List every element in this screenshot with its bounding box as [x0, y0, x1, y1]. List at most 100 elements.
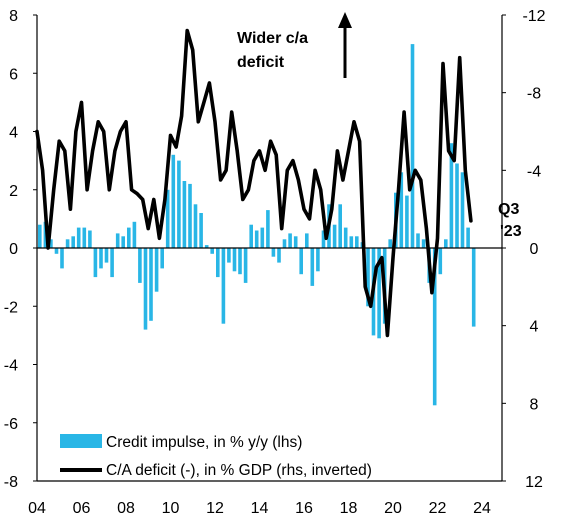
- bar: [471, 248, 476, 327]
- bar: [60, 248, 64, 269]
- bar: [293, 236, 298, 248]
- left-tick-label: 0: [9, 241, 18, 258]
- bar: [321, 230, 326, 248]
- bar: [99, 248, 103, 269]
- bar: [316, 248, 320, 272]
- x-tick-label: 20: [384, 500, 402, 517]
- right-tick-label: -4: [527, 163, 541, 180]
- left-tick-label: -8: [4, 474, 18, 491]
- x-tick-label: 22: [429, 500, 447, 517]
- annotation-q3: Q3: [498, 201, 519, 218]
- bar: [260, 227, 265, 248]
- x-tick-label: 10: [162, 500, 180, 517]
- bar: [88, 230, 92, 248]
- bar: [82, 227, 87, 248]
- bar: [449, 143, 454, 248]
- bar: [216, 248, 220, 278]
- bar: [221, 248, 226, 324]
- x-tick-label: 04: [28, 500, 46, 517]
- bar: [193, 204, 198, 248]
- bar: [277, 248, 281, 263]
- bar: [310, 248, 315, 286]
- bar: [410, 44, 415, 248]
- x-tick-label: 16: [295, 500, 313, 517]
- annotation-year: '23: [500, 223, 522, 240]
- right-tick-label: 4: [530, 319, 539, 336]
- right-tick-label: -8: [527, 86, 541, 103]
- bar: [271, 248, 276, 257]
- arrow-up-icon: [338, 12, 352, 78]
- bar: [154, 248, 159, 292]
- x-tick-label: 18: [340, 500, 358, 517]
- bar: [466, 227, 470, 248]
- x-tick-label: 24: [473, 500, 491, 517]
- bar: [405, 195, 409, 248]
- legend-swatch-bars: [60, 434, 102, 448]
- left-tick-label: 8: [9, 8, 18, 25]
- bar: [171, 154, 176, 248]
- bar: [282, 239, 287, 248]
- bar: [115, 233, 120, 248]
- x-tick-label: 06: [73, 500, 91, 517]
- bar: [132, 221, 137, 248]
- bar: [243, 248, 248, 283]
- bar: [199, 213, 203, 248]
- right-tick-label: 8: [530, 396, 539, 413]
- bar: [366, 248, 370, 307]
- bar: [110, 248, 114, 278]
- bar: [288, 233, 292, 248]
- bar: [232, 248, 237, 272]
- right-tick-label: 0: [530, 241, 539, 258]
- annotation-wider: Wider c/a: [237, 30, 308, 47]
- bar: [54, 248, 59, 254]
- bar-series: [38, 44, 476, 406]
- bar: [127, 227, 131, 248]
- bar: [76, 227, 81, 248]
- bar: [143, 248, 148, 330]
- bar: [343, 227, 348, 248]
- bar: [254, 230, 259, 248]
- bar: [338, 204, 342, 248]
- bar: [444, 239, 448, 248]
- x-tick-label: 14: [251, 500, 269, 517]
- bar: [149, 248, 153, 321]
- bar: [71, 236, 75, 248]
- annotation-deficit: deficit: [237, 54, 285, 71]
- bar: [210, 248, 214, 254]
- bar: [49, 239, 53, 248]
- left-tick-label: 6: [9, 66, 18, 83]
- axes: [33, 14, 506, 482]
- bar: [266, 210, 270, 248]
- bar: [377, 248, 381, 339]
- ca-deficit-line: [35, 28, 473, 338]
- legend-label-bars: Credit impulse, in % y/y (lhs): [106, 434, 302, 451]
- bar: [305, 233, 309, 248]
- bar: [165, 189, 170, 249]
- bar: [332, 224, 337, 248]
- bar: [416, 233, 420, 248]
- bar: [65, 239, 70, 248]
- left-tick-label: 2: [9, 183, 18, 200]
- bar: [460, 172, 465, 248]
- bar: [182, 181, 187, 248]
- bar: [204, 245, 209, 248]
- bar: [177, 160, 181, 248]
- legend-label-line: C/A deficit (-), in % GDP (rhs, inverted…: [106, 462, 372, 479]
- bar: [104, 248, 109, 263]
- left-tick-label: -4: [4, 358, 18, 375]
- bar: [349, 236, 354, 248]
- x-tick-label: 08: [117, 500, 135, 517]
- right-tick-label: 12: [525, 474, 543, 491]
- bar: [299, 248, 303, 275]
- bar: [432, 248, 437, 406]
- legend: Credit impulse, in % y/y (lhs) C/A defic…: [60, 434, 372, 479]
- bar: [399, 172, 404, 248]
- bar: [249, 224, 253, 248]
- bar: [355, 236, 359, 248]
- bar: [238, 248, 242, 275]
- bar: [160, 248, 164, 269]
- right-tick-label: -12: [522, 8, 545, 25]
- bar: [455, 163, 459, 248]
- bar: [38, 224, 42, 248]
